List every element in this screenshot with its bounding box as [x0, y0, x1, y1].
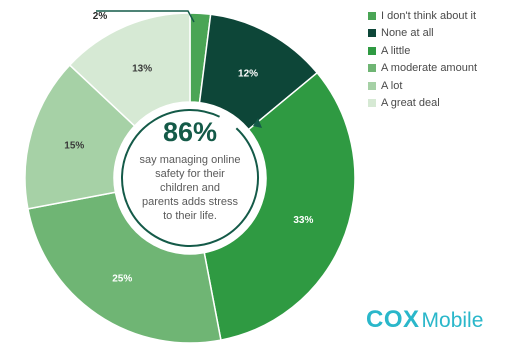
center-hole [114, 102, 266, 254]
center-caption-line: parents adds stress [142, 196, 238, 208]
center-caption-line: to their life. [163, 210, 217, 222]
slice-value-label: 13% [132, 63, 152, 74]
legend-item: A great deal [368, 95, 477, 113]
logo-cox: COX [366, 306, 420, 333]
legend-label: A lot [381, 79, 403, 92]
legend: I don't think about it None at all A lit… [368, 7, 477, 112]
legend-item: A moderate amount [368, 60, 477, 78]
legend-label: A great deal [381, 97, 440, 110]
ring-arrowhead [253, 118, 262, 128]
legend-item: A little [368, 42, 477, 60]
legend-label: I don't think about it [381, 9, 477, 22]
legend-item: A lot [368, 77, 477, 95]
slice-labels: 2% 12% 33% 25% 15% 13% [64, 11, 313, 285]
slice-value-label: 15% [64, 140, 84, 151]
center-caption-line: safety for their [155, 168, 225, 180]
cox-mobile-logo: COXMobile [366, 306, 483, 334]
center-callout: 86% say managing online safety for their c… [114, 102, 266, 254]
legend-item: I don't think about it [368, 7, 477, 25]
slice-value-label: 12% [238, 68, 258, 79]
logo-mobile: Mobile [421, 309, 484, 332]
legend-label: A moderate amount [381, 62, 478, 75]
legend-label: A little [381, 44, 411, 57]
legend-swatch [368, 29, 376, 38]
legend-swatch [368, 99, 376, 108]
slice-value-label: 33% [293, 215, 313, 226]
slice-value-label: 25% [112, 274, 132, 285]
donut-slice [27, 191, 222, 343]
legend-swatch [368, 46, 376, 55]
legend-item: None at all [368, 25, 477, 43]
legend-swatch [368, 81, 376, 90]
center-ring-arrow [121, 109, 259, 247]
center-stat: 86% [163, 117, 217, 147]
slice-value-label: 2% [93, 11, 108, 22]
legend-swatch [368, 11, 376, 20]
center-caption-line: children and [160, 182, 220, 194]
legend-swatch [368, 64, 376, 73]
center-caption-line: say managing online [140, 154, 241, 166]
legend-label: None at all [381, 27, 434, 40]
small-slice-leader-line [96, 10, 195, 23]
center-caption: say managing online safety for their child… [140, 154, 241, 222]
